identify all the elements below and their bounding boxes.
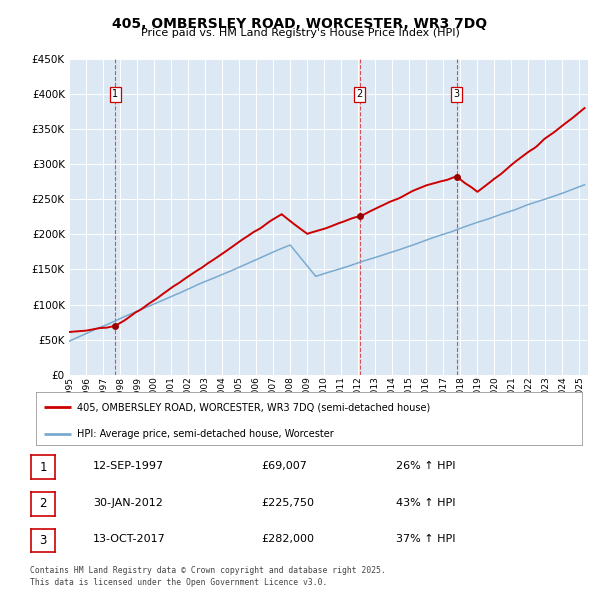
Text: 405, OMBERSLEY ROAD, WORCESTER, WR3 7DQ (semi-detached house): 405, OMBERSLEY ROAD, WORCESTER, WR3 7DQ … [77,402,430,412]
Text: £69,007: £69,007 [261,461,307,471]
Text: 37% ↑ HPI: 37% ↑ HPI [396,535,455,544]
Text: 2: 2 [40,497,47,510]
Text: Contains HM Land Registry data © Crown copyright and database right 2025.
This d: Contains HM Land Registry data © Crown c… [30,566,386,587]
Text: 2: 2 [356,89,363,99]
Text: 26% ↑ HPI: 26% ↑ HPI [396,461,455,471]
Text: 3: 3 [40,534,47,547]
Text: HPI: Average price, semi-detached house, Worcester: HPI: Average price, semi-detached house,… [77,429,334,439]
Text: 3: 3 [454,89,460,99]
Text: 30-JAN-2012: 30-JAN-2012 [93,498,163,507]
Text: £225,750: £225,750 [261,498,314,507]
Text: 405, OMBERSLEY ROAD, WORCESTER, WR3 7DQ: 405, OMBERSLEY ROAD, WORCESTER, WR3 7DQ [112,17,488,31]
Text: 13-OCT-2017: 13-OCT-2017 [93,535,166,544]
Text: £282,000: £282,000 [261,535,314,544]
Text: 12-SEP-1997: 12-SEP-1997 [93,461,164,471]
Text: Price paid vs. HM Land Registry's House Price Index (HPI): Price paid vs. HM Land Registry's House … [140,28,460,38]
Text: 43% ↑ HPI: 43% ↑ HPI [396,498,455,507]
Text: 1: 1 [40,461,47,474]
Text: 1: 1 [112,89,118,99]
